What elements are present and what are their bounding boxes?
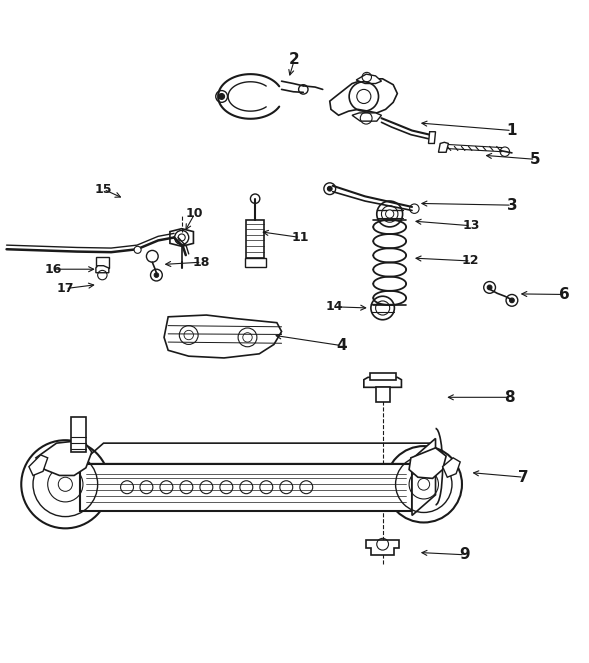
Text: 3: 3	[507, 198, 517, 213]
Polygon shape	[428, 132, 435, 143]
Text: 14: 14	[326, 300, 343, 314]
Polygon shape	[370, 373, 396, 380]
Text: 11: 11	[292, 231, 309, 244]
Polygon shape	[164, 315, 282, 358]
Text: 4: 4	[336, 338, 347, 353]
Text: 18: 18	[193, 256, 210, 269]
Polygon shape	[330, 79, 398, 115]
Polygon shape	[80, 443, 435, 463]
Text: 10: 10	[186, 208, 203, 221]
Polygon shape	[96, 266, 109, 272]
Circle shape	[509, 298, 514, 303]
Bar	[80, 463, 412, 511]
Bar	[246, 220, 264, 258]
Polygon shape	[170, 229, 193, 246]
Polygon shape	[352, 113, 382, 121]
Polygon shape	[412, 438, 435, 515]
Polygon shape	[80, 490, 435, 511]
Circle shape	[327, 186, 332, 191]
Bar	[96, 257, 109, 268]
Text: 7: 7	[518, 469, 529, 485]
Text: 16: 16	[45, 263, 62, 276]
Bar	[376, 387, 390, 402]
Bar	[244, 258, 266, 267]
Polygon shape	[442, 458, 460, 477]
Text: 5: 5	[530, 152, 541, 167]
Polygon shape	[438, 143, 448, 152]
Circle shape	[134, 246, 141, 253]
Polygon shape	[366, 540, 399, 555]
Circle shape	[219, 93, 224, 99]
Polygon shape	[29, 455, 48, 475]
Text: 15: 15	[95, 183, 112, 196]
Text: 9: 9	[459, 547, 470, 562]
Text: 13: 13	[462, 219, 479, 232]
Circle shape	[386, 210, 394, 218]
Text: 8: 8	[504, 390, 514, 405]
Polygon shape	[356, 74, 382, 84]
Polygon shape	[36, 440, 92, 475]
Polygon shape	[364, 377, 402, 387]
Text: 1: 1	[507, 123, 517, 138]
Text: 6: 6	[560, 287, 570, 302]
Text: 12: 12	[462, 255, 479, 267]
Text: 2: 2	[289, 52, 300, 67]
Text: 17: 17	[57, 282, 74, 295]
Polygon shape	[409, 448, 446, 479]
Circle shape	[154, 272, 159, 277]
Circle shape	[487, 285, 492, 290]
Bar	[71, 417, 86, 452]
